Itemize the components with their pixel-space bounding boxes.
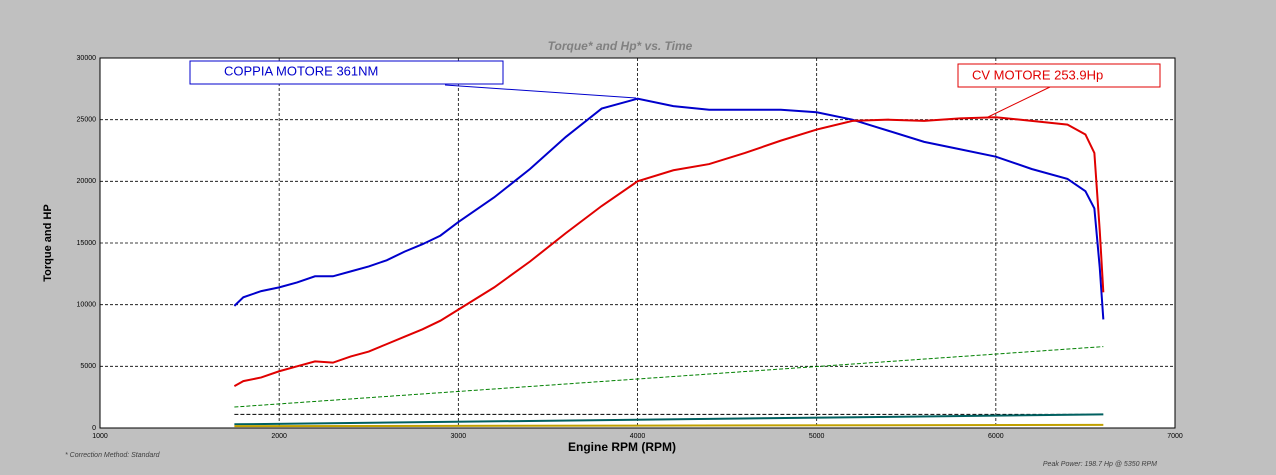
x-tick-label: 4000 bbox=[630, 433, 646, 440]
y-tick-label: 15000 bbox=[77, 240, 97, 247]
y-tick-label: 25000 bbox=[77, 117, 97, 124]
footnote: Peak Power: 198.7 Hp @ 5350 RPM bbox=[1043, 461, 1157, 468]
x-tick-label: 2000 bbox=[271, 433, 287, 440]
annotation-box bbox=[957, 63, 1161, 88]
series-line bbox=[233, 116, 1105, 387]
chart-title: Torque* and Hp* vs. Time bbox=[548, 39, 693, 53]
annotation-arrow bbox=[987, 86, 1051, 118]
x-axis-label: Engine RPM (RPM) bbox=[568, 440, 676, 454]
y-tick-label: 5000 bbox=[80, 363, 96, 370]
annotation-box bbox=[189, 60, 504, 85]
x-tick-label: 7000 bbox=[1167, 433, 1183, 440]
x-tick-label: 5000 bbox=[809, 433, 825, 440]
y-tick-label: 30000 bbox=[77, 55, 97, 62]
x-tick-label: 3000 bbox=[451, 433, 467, 440]
series-line bbox=[234, 423, 1104, 428]
annotation: COPPIA MOTORE 361NM bbox=[224, 63, 378, 78]
series-line bbox=[233, 97, 1105, 320]
series-line bbox=[234, 413, 1104, 426]
y-axis-label: Torque and HP bbox=[42, 204, 54, 281]
y-tick-label: 10000 bbox=[77, 302, 97, 309]
footnote: * Correction Method: Standard bbox=[65, 452, 161, 459]
series-layer bbox=[99, 57, 1176, 429]
y-tick-label: 20000 bbox=[77, 178, 97, 185]
y-tick-label: 0 bbox=[92, 425, 96, 432]
annotation-arrow bbox=[444, 84, 637, 99]
x-tick-label: 6000 bbox=[988, 433, 1004, 440]
series-line bbox=[234, 346, 1104, 408]
annotation: CV MOTORE 253.9Hp bbox=[972, 67, 1103, 82]
x-tick-label: 1000 bbox=[92, 433, 108, 440]
